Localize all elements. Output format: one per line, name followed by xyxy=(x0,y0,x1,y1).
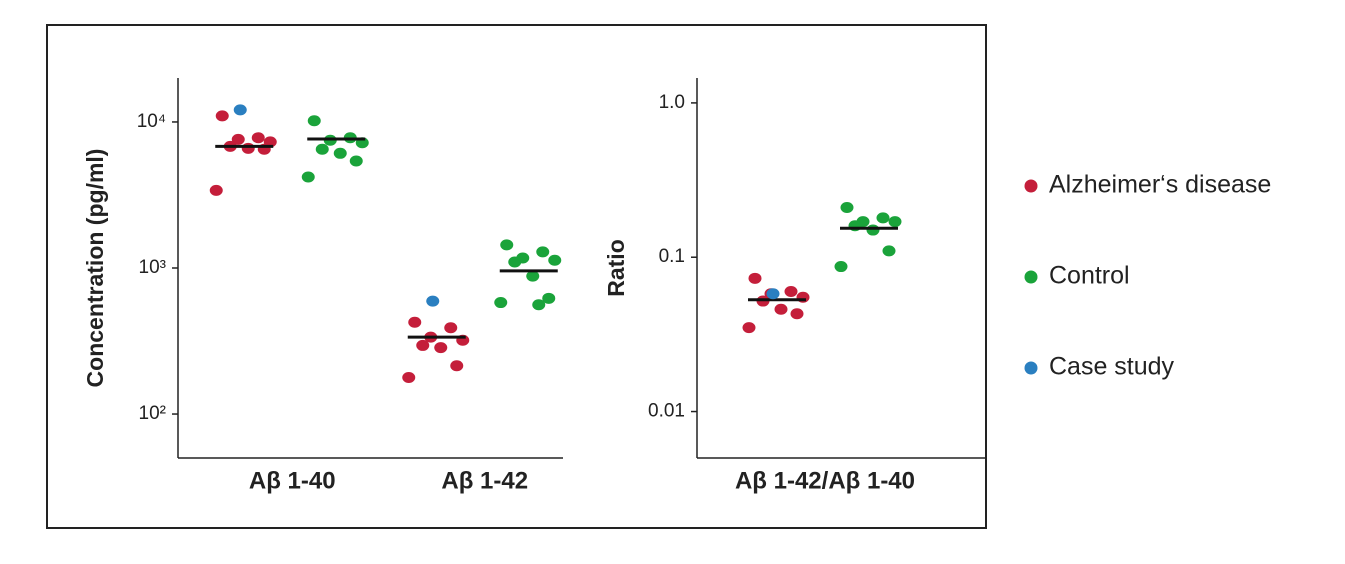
data-point xyxy=(840,201,854,213)
x-tick-label: Aβ 1-40 xyxy=(249,467,336,494)
data-point xyxy=(888,216,902,228)
legend-label: Control xyxy=(1049,262,1130,290)
data-point xyxy=(834,261,848,273)
data-point xyxy=(508,256,522,268)
data-point xyxy=(742,322,756,334)
data-point xyxy=(241,142,255,154)
legend-label: Case study xyxy=(1049,353,1175,381)
data-point xyxy=(532,299,546,311)
data-point xyxy=(301,171,315,183)
data-point xyxy=(231,133,245,145)
data-point xyxy=(315,143,329,155)
data-point xyxy=(408,316,422,328)
legend-label: Alzheimer‘s disease xyxy=(1049,171,1271,199)
data-point xyxy=(251,132,265,144)
legend-marker xyxy=(1024,179,1038,193)
data-point xyxy=(876,212,890,224)
data-point xyxy=(434,342,448,354)
data-point xyxy=(333,147,347,159)
data-point xyxy=(548,254,562,266)
y-tick-label: 10³ xyxy=(139,257,166,278)
data-point xyxy=(215,110,229,122)
x-tick-label: Aβ 1-42/Aβ 1-40 xyxy=(735,467,915,494)
y-axis-title: Concentration (pg/ml) xyxy=(82,149,108,388)
data-point xyxy=(233,104,247,116)
data-point xyxy=(784,285,798,297)
data-point xyxy=(500,239,514,251)
y-tick-label: 10⁴ xyxy=(137,111,166,132)
data-point xyxy=(349,155,363,167)
y-axis-title: Ratio xyxy=(603,239,629,297)
frame xyxy=(46,24,987,529)
data-point xyxy=(416,339,430,351)
data-point xyxy=(790,308,804,320)
data-point xyxy=(450,360,464,372)
data-point xyxy=(494,297,508,309)
data-point xyxy=(536,246,550,258)
data-point xyxy=(444,322,458,334)
y-tick-label: 1.0 xyxy=(659,92,685,113)
data-point xyxy=(774,303,788,315)
y-tick-label: 0.01 xyxy=(648,401,685,422)
data-point xyxy=(866,224,880,236)
data-point xyxy=(307,115,321,127)
data-point xyxy=(526,270,540,282)
data-point xyxy=(402,371,416,383)
y-tick-label: 10² xyxy=(139,403,166,424)
data-point xyxy=(748,272,762,284)
data-point xyxy=(882,245,896,257)
data-point xyxy=(426,295,440,307)
data-point xyxy=(766,288,780,300)
y-tick-label: 0.1 xyxy=(659,246,685,267)
legend-marker xyxy=(1024,361,1038,375)
data-point xyxy=(542,292,556,304)
data-point xyxy=(209,184,223,196)
legend-marker xyxy=(1024,270,1038,284)
x-tick-label: Aβ 1-42 xyxy=(441,467,528,494)
